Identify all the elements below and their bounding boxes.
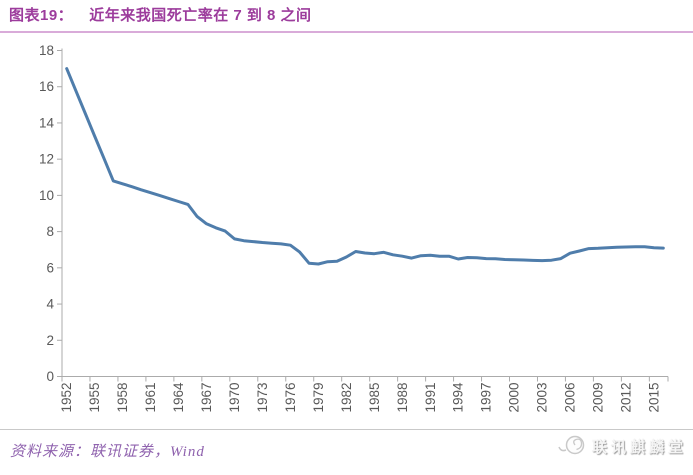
x-axis-label: 1979 <box>311 383 326 413</box>
x-axis-label: 2003 <box>535 383 550 413</box>
title-underline <box>0 31 693 33</box>
x-axis-label: 1991 <box>423 383 438 413</box>
y-axis-label: 10 <box>39 188 54 203</box>
chart-title: 近年来我国死亡率在 7 到 8 之间 <box>89 7 312 24</box>
x-axis-label: 2000 <box>507 383 522 413</box>
x-axis-label: 1982 <box>339 383 354 413</box>
x-axis-label: 2012 <box>619 383 634 413</box>
x-axis-label: 1961 <box>143 383 158 413</box>
watermark-text: 联讯麒麟堂 <box>591 438 687 456</box>
chart-number-label: 图表19： <box>9 7 74 24</box>
y-axis-label: 4 <box>46 297 54 312</box>
chart-header: 图表19： 近年来我国死亡率在 7 到 8 之间 <box>9 6 689 26</box>
y-axis-label: 12 <box>39 152 54 167</box>
x-axis-label: 1994 <box>451 382 466 413</box>
x-axis-label: 1952 <box>59 383 74 413</box>
y-axis-label: 18 <box>39 43 54 58</box>
watermark: 联讯麒麟堂 <box>556 433 687 459</box>
y-axis-label: 2 <box>46 333 54 348</box>
watermark-qilin-icon <box>558 435 585 455</box>
x-axis-label: 1964 <box>171 382 186 413</box>
x-axis-label: 1976 <box>283 383 298 413</box>
footer-divider <box>0 429 693 430</box>
x-axis-label: 1988 <box>395 383 410 413</box>
x-axis-label: 2015 <box>647 383 662 413</box>
x-axis-label: 1973 <box>255 383 270 413</box>
x-axis-label: 1958 <box>115 383 130 413</box>
y-axis-label: 16 <box>39 79 54 94</box>
source-text: 资料来源：联讯证券，Wind <box>10 444 205 460</box>
x-axis-label: 1997 <box>479 383 494 413</box>
y-axis-label: 6 <box>46 260 54 275</box>
x-axis-label: 1967 <box>199 383 214 413</box>
death-rate-series-line <box>65 67 665 266</box>
x-axis-label: 1970 <box>227 383 242 413</box>
x-axis-label: 2006 <box>563 383 578 413</box>
y-axis-label: 14 <box>39 115 55 130</box>
x-axis-label: 1955 <box>87 383 102 413</box>
y-axis-label: 8 <box>46 224 54 239</box>
x-axis-label: 2009 <box>591 383 606 413</box>
x-axis-label: 1985 <box>367 383 382 413</box>
y-axis-label: 0 <box>46 369 54 384</box>
